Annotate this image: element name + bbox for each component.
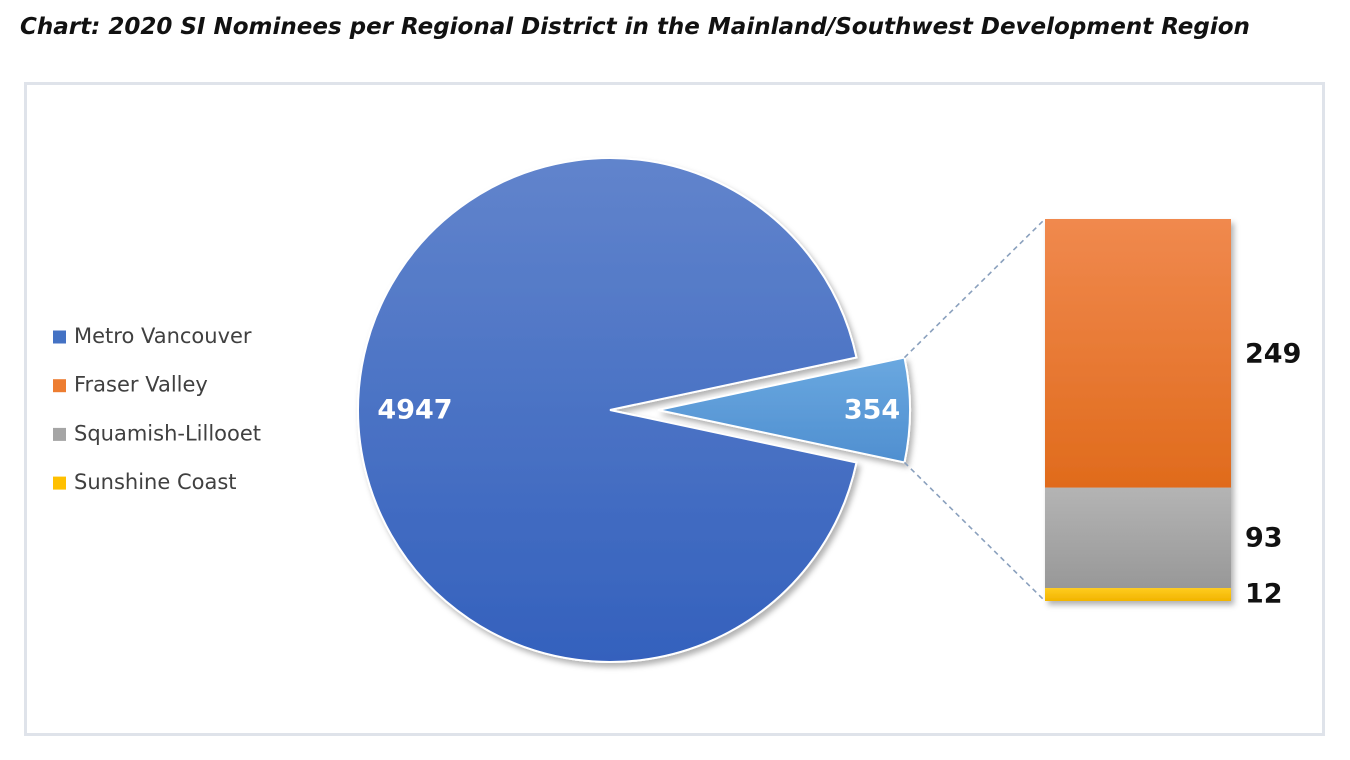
data-label-fraser-valley: 249 xyxy=(1245,339,1301,370)
bar-segment-squamish-lillooet xyxy=(1045,487,1231,589)
connector-line-top xyxy=(903,218,1046,359)
legend-swatch-squamish-lillooet xyxy=(53,427,66,441)
data-label-metro-vancouver: 4947 xyxy=(377,395,452,426)
legend: Metro Vancouver Fraser Valley Squamish-Lil… xyxy=(53,324,261,494)
pie-slice-metro-vancouver xyxy=(357,157,858,663)
pie-group xyxy=(357,157,912,663)
data-label-squamish-lillooet: 93 xyxy=(1245,523,1283,554)
bar-segment-fraser-valley xyxy=(1045,219,1231,488)
data-label-other: 354 xyxy=(844,395,900,426)
legend-label-sunshine-coast: Sunshine Coast xyxy=(74,470,237,494)
legend-swatch-sunshine-coast xyxy=(53,476,66,490)
chart-frame xyxy=(24,82,1325,736)
chart-title: Chart: 2020 SI Nominees per Regional Dis… xyxy=(20,14,1250,40)
legend-swatch-metro-vancouver xyxy=(53,330,66,344)
connector-line-bottom xyxy=(903,461,1046,602)
legend-label-fraser-valley: Fraser Valley xyxy=(74,373,208,397)
connector-lines xyxy=(903,218,1046,602)
legend-label-squamish-lillooet: Squamish-Lillooet xyxy=(74,421,261,445)
pie-slice-other xyxy=(657,356,912,464)
bar-group xyxy=(1045,219,1231,601)
legend-label-metro-vancouver: Metro Vancouver xyxy=(74,324,252,348)
bar-segment-sunshine-coast xyxy=(1045,588,1231,601)
data-label-sunshine-coast: 12 xyxy=(1245,579,1283,610)
data-labels: 4947 354 249 93 12 xyxy=(377,339,1301,610)
legend-swatch-fraser-valley xyxy=(53,379,66,393)
